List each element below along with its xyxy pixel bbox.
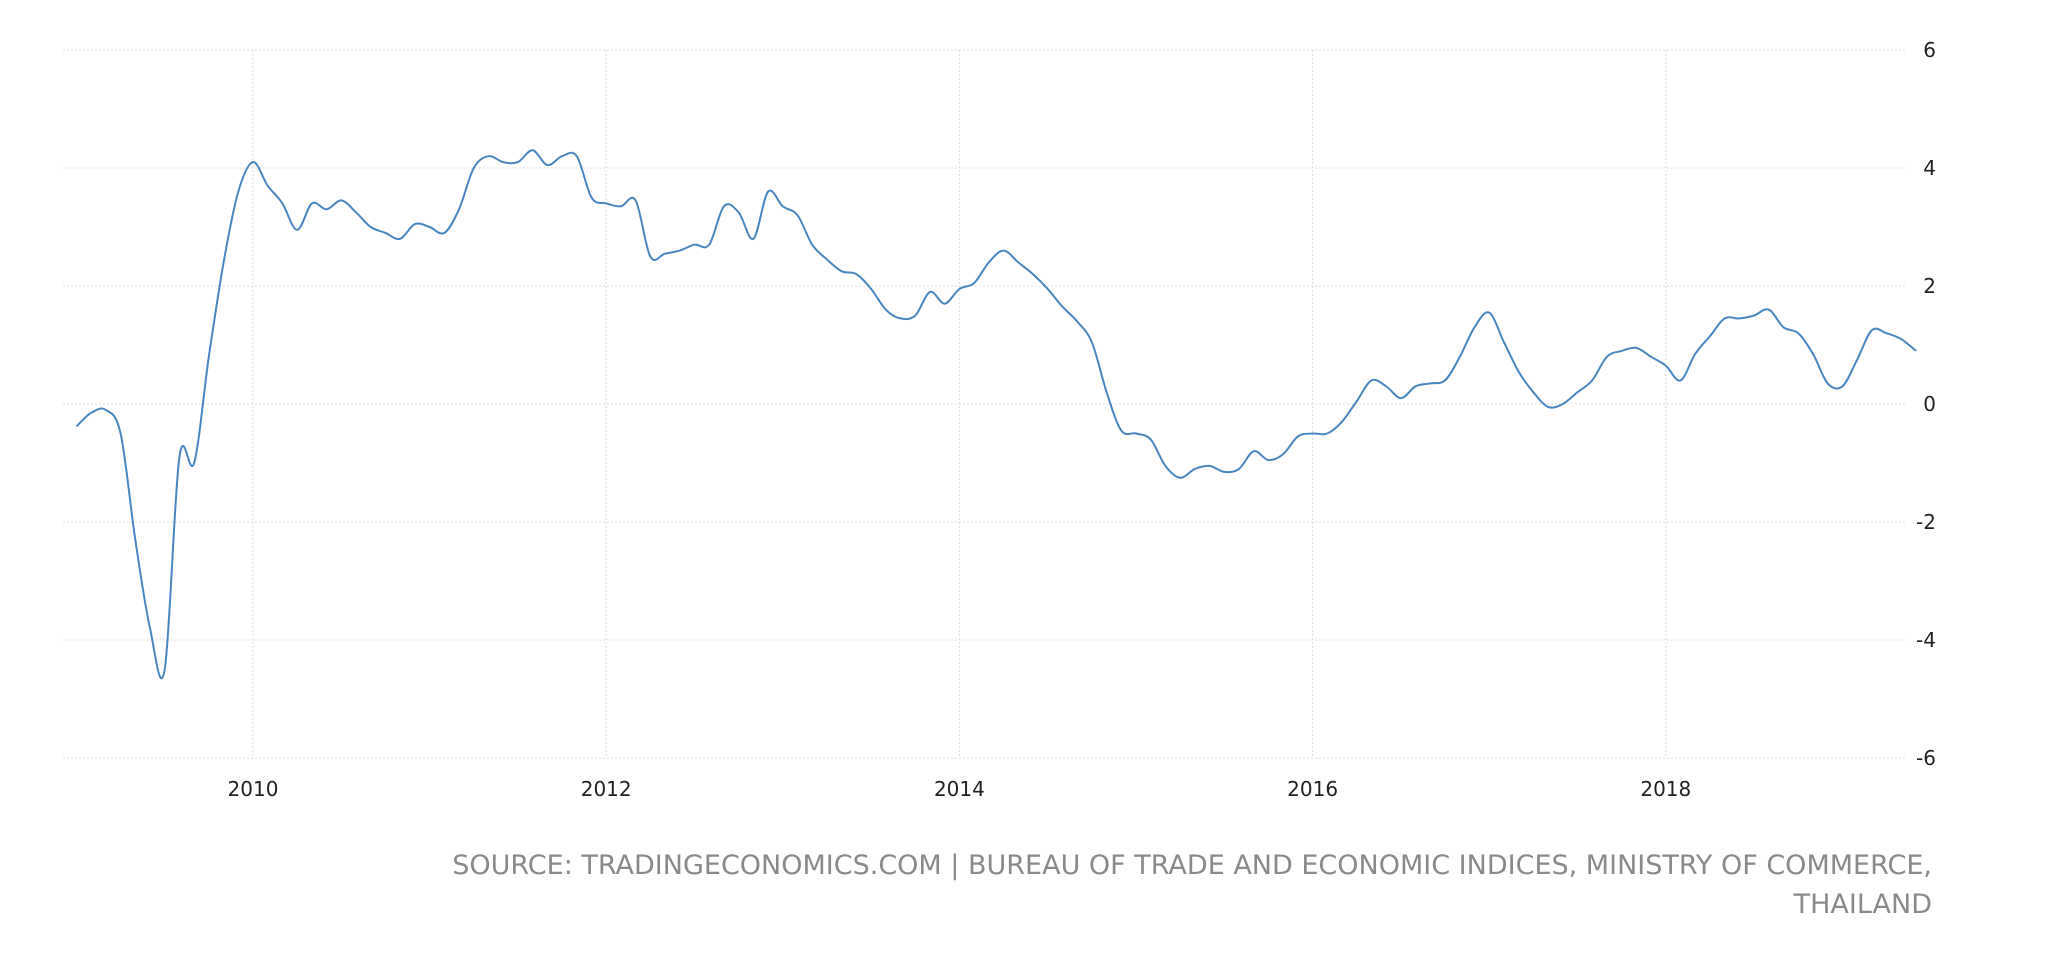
source-line-1: SOURCE: TRADINGECONOMICS.COM | BUREAU OF… [452, 850, 1932, 881]
y-tick-label: 6 [1923, 38, 1936, 62]
x-tick-label: 2018 [1640, 777, 1691, 801]
y-tick-label: -4 [1916, 628, 1936, 652]
y-tick-label: 4 [1923, 156, 1936, 180]
gridlines [63, 49, 1905, 759]
y-tick-label: 2 [1923, 274, 1936, 298]
y-tick-label: 0 [1923, 392, 1936, 416]
series-group [75, 149, 1917, 680]
series-line [75, 149, 1917, 680]
y-axis-ticks: 6 4 2 0 -2 -4 -6 [1916, 38, 1936, 770]
x-tick-label: 2010 [228, 777, 279, 801]
x-tick-label: 2012 [581, 777, 632, 801]
source-caption: SOURCE: TRADINGECONOMICS.COM | BUREAU OF… [132, 846, 1932, 924]
x-tick-label: 2014 [934, 777, 985, 801]
x-tick-label: 2016 [1287, 777, 1338, 801]
source-line-2: THAILAND [1793, 889, 1932, 920]
y-tick-label: -2 [1916, 510, 1936, 534]
x-axis-ticks: 2010 2012 2014 2016 2018 [228, 777, 1692, 801]
y-tick-label: -6 [1916, 746, 1936, 770]
